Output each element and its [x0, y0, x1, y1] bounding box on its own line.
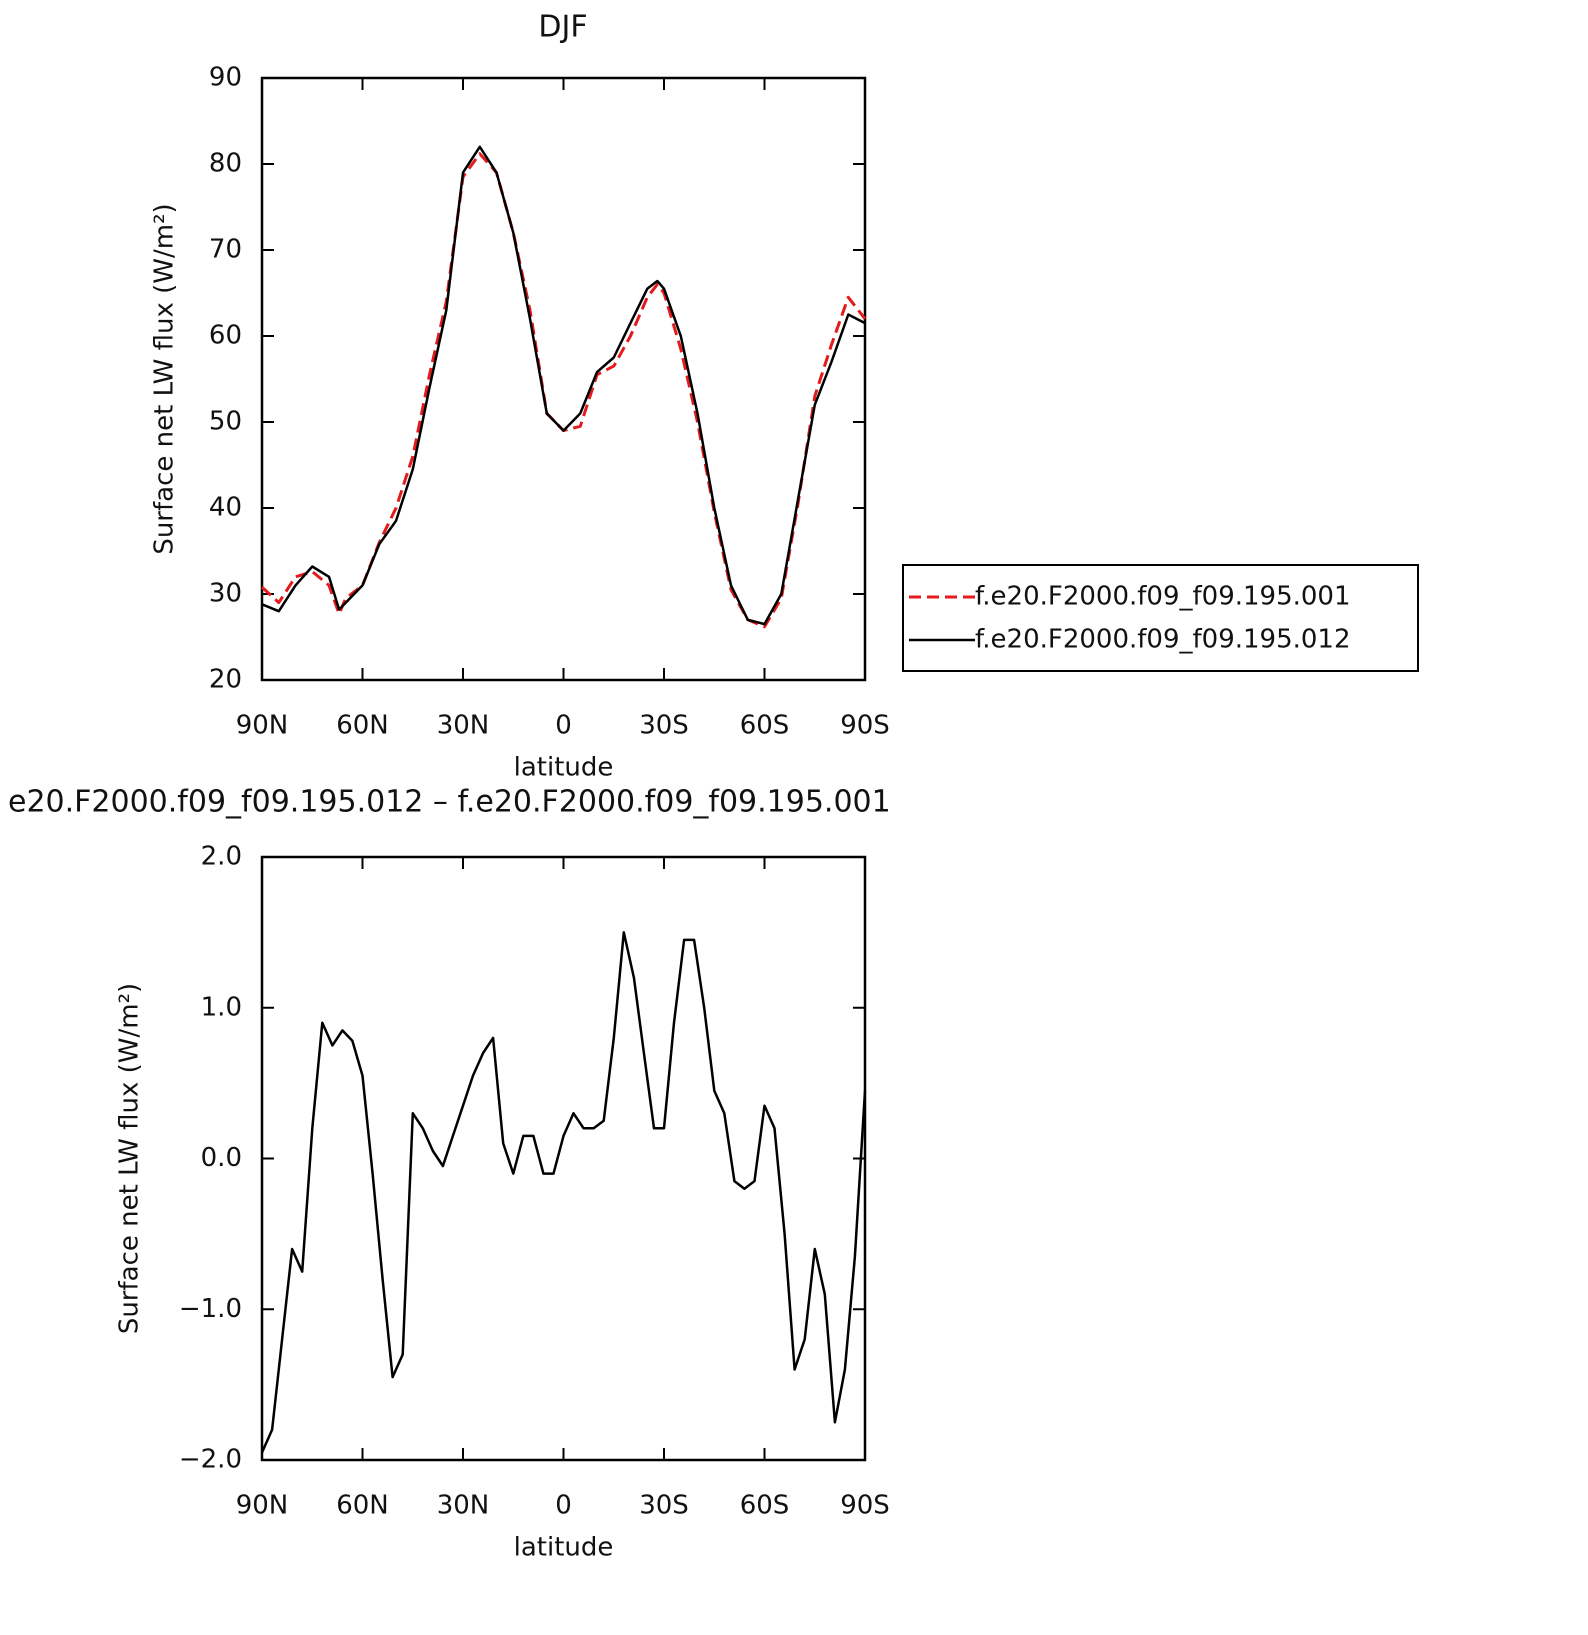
legend-label: f.e20.F2000.f09_f09.195.001 [975, 582, 1351, 612]
y-tick-label: 40 [209, 493, 242, 523]
y-tick-label: 50 [209, 407, 242, 437]
x-tick-label: 90N [236, 1491, 289, 1521]
x-tick-label: 90N [236, 711, 289, 741]
y-tick-label: 70 [209, 235, 242, 265]
y-axis-label: Surface net LW flux (W/m²) [150, 203, 180, 554]
y-tick-label: 80 [209, 149, 242, 179]
y-tick-label: 60 [209, 321, 242, 351]
y-tick-label: 1.0 [201, 992, 242, 1022]
y-tick-label: 20 [209, 665, 242, 695]
series-line [260, 152, 867, 629]
x-tick-label: 30N [437, 1491, 490, 1521]
x-tick-label: 90S [840, 1491, 890, 1521]
x-tick-label: 30S [639, 1491, 689, 1521]
legend-label: f.e20.F2000.f09_f09.195.012 [975, 625, 1351, 655]
y-axis-label: Surface net LW flux (W/m²) [115, 983, 145, 1334]
plot-frame [260, 76, 867, 682]
x-axis-label: latitude [514, 753, 614, 783]
y-tick-label: −2.0 [179, 1445, 242, 1475]
plot-frame [260, 855, 867, 1462]
y-tick-label: −1.0 [179, 1294, 242, 1324]
x-tick-label: 60S [740, 1491, 790, 1521]
x-tick-label: 90S [840, 711, 890, 741]
x-tick-label: 60N [336, 711, 389, 741]
y-tick-label: 2.0 [201, 842, 242, 872]
x-tick-label: 0 [555, 1491, 572, 1521]
x-tick-label: 0 [555, 711, 572, 741]
y-tick-label: 0.0 [201, 1143, 242, 1173]
x-tick-label: 30N [437, 711, 490, 741]
legend-box [902, 564, 1419, 672]
y-tick-label: 30 [209, 579, 242, 609]
series-line [260, 931, 867, 1454]
x-axis-label: latitude [514, 1533, 614, 1563]
y-tick-label: 90 [209, 63, 242, 93]
chart-title: e20.F2000.f09_f09.195.012 – f.e20.F2000.… [8, 785, 891, 820]
series-line [261, 145, 866, 626]
chart-title: DJF [538, 10, 587, 45]
x-tick-label: 30S [639, 711, 689, 741]
x-tick-label: 60S [740, 711, 790, 741]
x-tick-label: 60N [336, 1491, 389, 1521]
